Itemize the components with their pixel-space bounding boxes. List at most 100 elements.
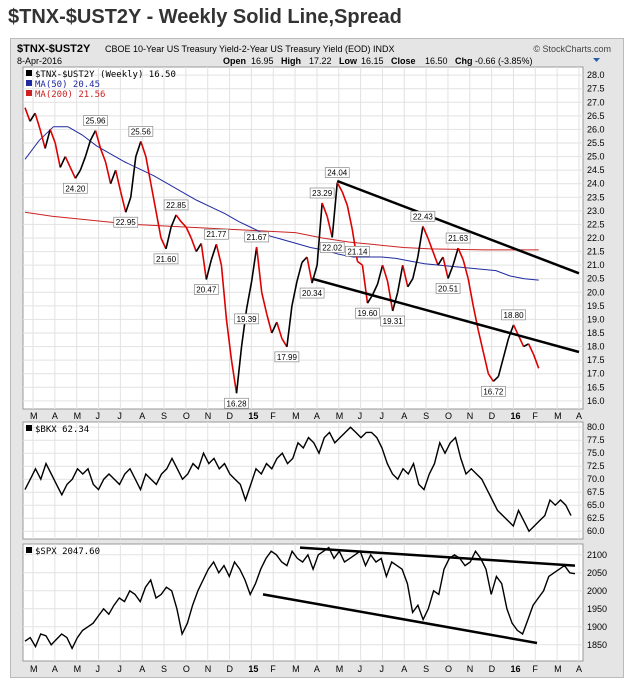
data-label-text: 20.47 <box>196 286 217 295</box>
x-tick-label: A <box>52 664 58 674</box>
data-label-text: 22.85 <box>166 201 187 210</box>
price-segment <box>170 214 177 228</box>
price-segment <box>190 237 197 252</box>
y-tick-label: 70.0 <box>587 474 605 484</box>
data-label-text: 21.63 <box>448 234 469 243</box>
data-label-box <box>319 242 345 253</box>
y-tick-label: 22.5 <box>587 219 605 229</box>
x-tick-label: N <box>205 411 212 421</box>
data-label-box <box>128 126 154 137</box>
x-tick-label: 15 <box>248 664 258 674</box>
data-label-text: 22.43 <box>413 212 434 221</box>
x-tick-label: J <box>117 664 122 674</box>
price-segment <box>160 237 167 250</box>
data-label-text: 19.31 <box>383 317 404 326</box>
data-label-text: 18.80 <box>504 311 525 320</box>
price-segment <box>301 256 308 263</box>
y-tick-label: 25.5 <box>587 138 605 148</box>
price-segment <box>89 130 97 141</box>
x-tick-label: O <box>445 411 452 421</box>
data-label-box <box>113 216 139 228</box>
data-label: 22.95 <box>113 216 139 228</box>
x-tick-label: M <box>292 664 300 674</box>
data-label: 25.56 <box>128 126 154 137</box>
price-segment <box>487 373 495 382</box>
data-label: 18.80 <box>501 309 526 321</box>
price-segment <box>281 338 288 348</box>
y-tick-label: 18.5 <box>587 328 605 338</box>
data-label-box <box>224 397 249 409</box>
data-label: 22.85 <box>163 199 189 211</box>
data-label-box <box>274 351 300 363</box>
x-tick-label: A <box>52 411 58 421</box>
y-tick-label: 28.0 <box>587 70 605 80</box>
y-tick-label: 75.0 <box>587 448 605 458</box>
x-tick-label: A <box>401 664 407 674</box>
price-segment <box>467 278 475 307</box>
price-segment <box>44 129 51 149</box>
data-label-text: 17.99 <box>277 353 298 362</box>
data-label-text: 23.29 <box>312 189 333 198</box>
data-label-box <box>481 385 506 397</box>
price-segment <box>165 226 172 250</box>
x-tick-label: M <box>336 411 344 421</box>
y-tick-label: 16.5 <box>587 382 605 392</box>
x-tick-label: A <box>401 411 407 421</box>
price-segment <box>225 319 233 361</box>
data-label-text: 22.95 <box>116 218 137 227</box>
price-segment <box>135 141 142 157</box>
y-tick-label: 17.0 <box>587 369 605 379</box>
x-tick-label: F <box>532 664 538 674</box>
header-symbol: $TNX-$UST2Y <box>17 43 91 55</box>
price-segment <box>296 262 303 282</box>
y-tick-label: 1950 <box>587 604 607 614</box>
ohlc-close-value: 16.50 <box>425 56 448 66</box>
x-tick-label: S <box>423 411 429 421</box>
data-label-text: 21.77 <box>206 230 227 239</box>
data-label-text: 19.60 <box>357 309 378 318</box>
price-segment <box>492 375 499 382</box>
x-tick-label: O <box>445 664 452 674</box>
x-tick-label: M <box>30 664 38 674</box>
legend-label: $BKX 62.34 <box>35 425 89 435</box>
price-segment <box>276 321 283 339</box>
trendline <box>336 179 580 275</box>
price-segment <box>432 251 439 266</box>
price-segment <box>417 226 424 258</box>
price-segment <box>422 226 429 239</box>
legend-label: $TNX-$UST2Y (Weekly) 16.50 <box>35 70 176 80</box>
price-segment <box>412 256 419 279</box>
x-tick-label: J <box>379 664 384 674</box>
price-segment <box>220 265 228 320</box>
price-segment <box>150 183 157 212</box>
data-label: 17.99 <box>274 351 300 363</box>
data-label-text: 22.02 <box>322 243 343 252</box>
price-segment <box>376 264 384 285</box>
x-tick-label: N <box>205 664 212 674</box>
price-segment <box>215 244 223 266</box>
x-tick-label: J <box>96 411 101 421</box>
y-tick-label: 80.0 <box>587 422 605 432</box>
data-label-text: 19.39 <box>237 315 258 324</box>
x-tick-label: 16 <box>510 411 520 421</box>
legend-label: MA(200) 21.56 <box>35 90 105 100</box>
chevron-down-icon[interactable] <box>593 58 600 62</box>
x-tick-label: O <box>183 411 190 421</box>
price-segment <box>145 156 152 184</box>
y-tick-label: 21.5 <box>587 247 605 257</box>
data-label: 21.63 <box>445 232 471 244</box>
price-segment <box>331 182 339 238</box>
price-segment <box>74 169 82 179</box>
price-segment <box>34 112 41 130</box>
x-tick-label: J <box>96 664 101 674</box>
data-label: 23.29 <box>309 187 335 199</box>
x-tick-label: A <box>139 411 145 421</box>
price-segment <box>79 156 87 171</box>
y-tick-label: 20.5 <box>587 274 605 284</box>
data-label-text: 25.96 <box>85 117 106 126</box>
trendline <box>262 593 538 645</box>
ohlc-high-value: 17.22 <box>309 56 332 66</box>
x-tick-label: N <box>467 411 474 421</box>
y-tick-label: 77.5 <box>587 435 605 445</box>
x-tick-label: S <box>161 411 167 421</box>
